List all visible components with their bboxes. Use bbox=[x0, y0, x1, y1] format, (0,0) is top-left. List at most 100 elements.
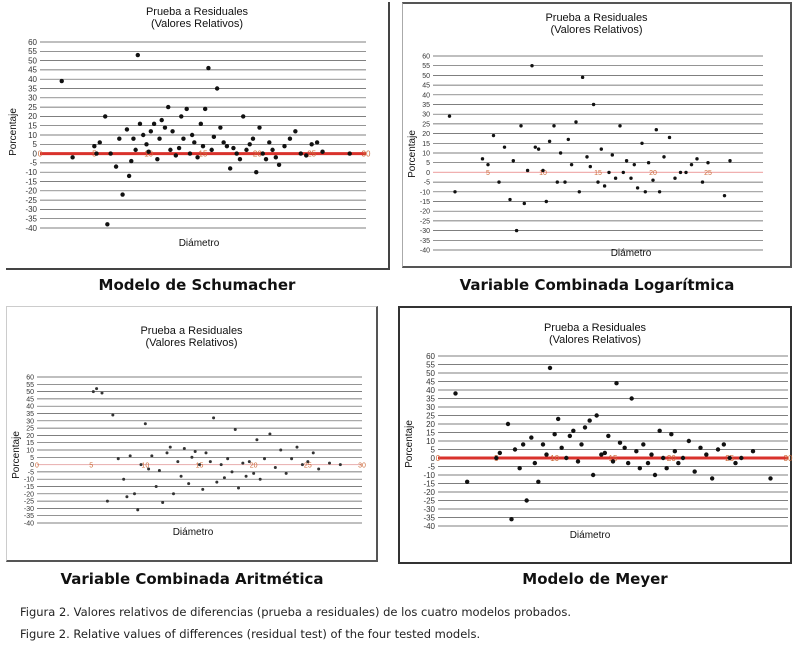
data-point bbox=[695, 157, 699, 161]
y-tick-label: -40 bbox=[25, 224, 37, 233]
data-point bbox=[525, 168, 530, 173]
y-tick-label: 45 bbox=[26, 396, 34, 403]
y-tick-label: 5 bbox=[33, 140, 38, 149]
data-point bbox=[124, 127, 130, 132]
data-point bbox=[643, 190, 647, 194]
chart-plot: 605550454035302520151050-5-10-15-20-25-3… bbox=[404, 352, 793, 541]
data-point bbox=[607, 170, 611, 175]
data-point bbox=[97, 140, 102, 145]
data-point bbox=[512, 447, 518, 452]
data-point bbox=[208, 460, 212, 464]
y-tick-label: -35 bbox=[420, 238, 430, 245]
data-point bbox=[94, 151, 99, 156]
y-axis-label: Porcentaje bbox=[404, 420, 415, 468]
y-tick-label: 15 bbox=[28, 122, 37, 131]
data-point bbox=[575, 459, 581, 464]
data-point bbox=[193, 449, 197, 453]
data-point bbox=[721, 442, 727, 447]
data-point bbox=[564, 455, 569, 461]
data-point bbox=[181, 136, 186, 141]
y-tick-label: 15 bbox=[422, 141, 430, 148]
data-point bbox=[290, 457, 294, 461]
y-tick-label: 50 bbox=[422, 73, 430, 80]
data-point bbox=[511, 159, 515, 163]
data-point bbox=[198, 463, 201, 467]
model-name-logaritmica: Variable Combinada Logarítmica bbox=[459, 276, 735, 294]
data-point bbox=[649, 452, 654, 457]
data-point bbox=[728, 159, 732, 163]
x-tick-label: 20 bbox=[667, 454, 676, 463]
y-tick-label: 55 bbox=[28, 47, 37, 56]
data-point bbox=[579, 442, 584, 447]
data-point bbox=[237, 156, 243, 162]
y-tick-label: 50 bbox=[26, 389, 34, 396]
y-axis-label: Porcentaje bbox=[407, 130, 418, 178]
data-point bbox=[669, 432, 674, 437]
data-point bbox=[100, 391, 104, 395]
data-point bbox=[129, 158, 134, 164]
data-point bbox=[514, 228, 519, 233]
y-tick-label: 50 bbox=[426, 369, 435, 378]
data-point bbox=[640, 141, 644, 145]
chart-panel-schumacher: Prueba a Residuales (Valores Relativos) … bbox=[6, 2, 390, 270]
data-point bbox=[524, 498, 529, 503]
data-point bbox=[304, 153, 309, 158]
y-tick-label: 20 bbox=[422, 131, 430, 138]
data-point bbox=[255, 438, 259, 442]
data-point bbox=[192, 140, 197, 145]
y-tick-label: 40 bbox=[426, 386, 435, 395]
data-point bbox=[298, 151, 303, 156]
data-point bbox=[684, 170, 688, 175]
data-point bbox=[159, 117, 164, 123]
data-point bbox=[201, 487, 205, 491]
data-point bbox=[569, 162, 574, 167]
y-axis-label: Porcentaje bbox=[11, 431, 22, 479]
data-point bbox=[715, 447, 721, 452]
data-point bbox=[555, 416, 561, 422]
data-point bbox=[139, 463, 143, 467]
data-point bbox=[295, 445, 299, 449]
data-point bbox=[95, 387, 99, 391]
data-point bbox=[116, 457, 120, 461]
data-point bbox=[276, 162, 282, 167]
chart-panel-meyer: Prueba a Residuales (Valores Relativos) … bbox=[398, 306, 793, 564]
data-point bbox=[637, 466, 643, 471]
data-point bbox=[660, 455, 666, 461]
data-point bbox=[320, 149, 325, 154]
data-point bbox=[105, 222, 110, 227]
x-axis-label: Diámetro bbox=[570, 530, 611, 541]
x-tick-label: 5 bbox=[486, 170, 490, 177]
data-point bbox=[555, 180, 559, 184]
data-point bbox=[221, 140, 226, 145]
data-point bbox=[520, 442, 526, 447]
data-point bbox=[700, 180, 705, 184]
y-tick-label: -10 bbox=[25, 168, 37, 177]
data-point bbox=[654, 128, 658, 132]
data-point bbox=[209, 147, 214, 153]
data-point bbox=[596, 180, 600, 184]
data-point bbox=[652, 472, 658, 478]
data-point bbox=[257, 125, 262, 130]
y-tick-label: -25 bbox=[25, 196, 37, 205]
data-point bbox=[464, 479, 470, 484]
data-point bbox=[282, 143, 287, 149]
y-tick-label: -5 bbox=[428, 462, 436, 471]
y-tick-label: -25 bbox=[423, 496, 435, 505]
data-point bbox=[128, 454, 132, 458]
data-point bbox=[91, 390, 95, 394]
data-point bbox=[635, 186, 640, 190]
data-point bbox=[146, 149, 151, 154]
chart-title-line-2: (Valores Relativos) bbox=[150, 18, 244, 30]
data-point bbox=[617, 440, 623, 445]
data-point bbox=[529, 435, 534, 440]
data-point bbox=[657, 428, 662, 433]
model-name-meyer: Modelo de Meyer bbox=[522, 570, 668, 588]
data-point bbox=[173, 153, 179, 158]
data-point bbox=[300, 463, 304, 467]
x-tick-label: 25 bbox=[307, 150, 316, 159]
data-point bbox=[536, 479, 541, 484]
y-tick-label: 60 bbox=[426, 352, 435, 361]
data-point bbox=[317, 467, 321, 471]
data-point bbox=[233, 428, 237, 432]
chart-title: Prueba a Residuales (Valores Relativos) bbox=[403, 12, 790, 36]
